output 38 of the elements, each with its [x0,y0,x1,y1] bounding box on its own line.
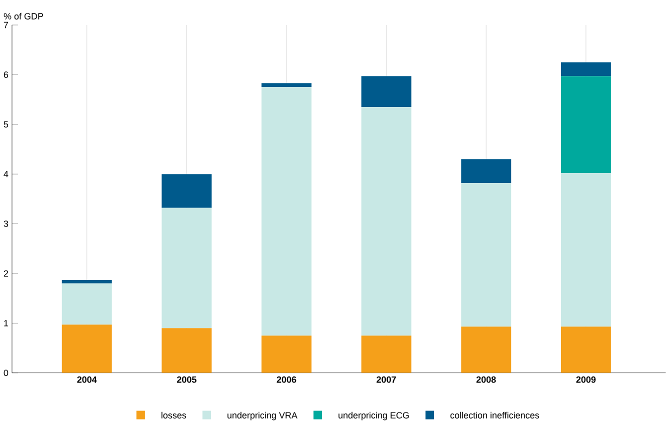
x-tick-label: 2005 [176,376,196,383]
bar [560,62,611,76]
y-tick-label: 6 [4,72,8,78]
y-tick-label: 3 [4,220,8,228]
bar [560,326,611,373]
legend-label: underpricing VRA [228,412,298,420]
bar [62,283,112,325]
legend-label: underpricing ECG [338,412,409,420]
bar [62,324,112,373]
x-tick-label: 2006 [276,376,296,383]
bar [461,183,512,327]
y-tick-label: 1 [4,320,8,326]
x-tick-label: 2009 [576,376,596,383]
bar [262,336,312,373]
bar [461,326,512,373]
y-tick-label: 5 [4,121,8,128]
x-tick-label: 2007 [376,376,396,383]
x-tick-label: 2008 [476,376,496,383]
bar [361,107,412,336]
y-axis-title: % of GDP [4,12,44,20]
y-tick-label: 4 [4,171,8,178]
bar [560,76,611,174]
legend-label: losses [162,412,186,419]
bar [162,208,212,328]
bar [361,336,412,373]
y-tick-label: 0 [4,370,8,376]
bar [262,83,312,88]
bar [162,328,212,373]
bar [461,159,512,184]
legend-label: collection inefficiences [450,412,540,419]
bar [162,174,212,208]
y-tick-label: 2 [4,270,8,277]
bar [560,173,611,327]
bar [262,87,312,336]
bar [62,280,112,284]
y-tick-label: 7 [4,22,8,28]
bar [361,76,412,108]
x-tick-label: 2004 [77,376,97,383]
